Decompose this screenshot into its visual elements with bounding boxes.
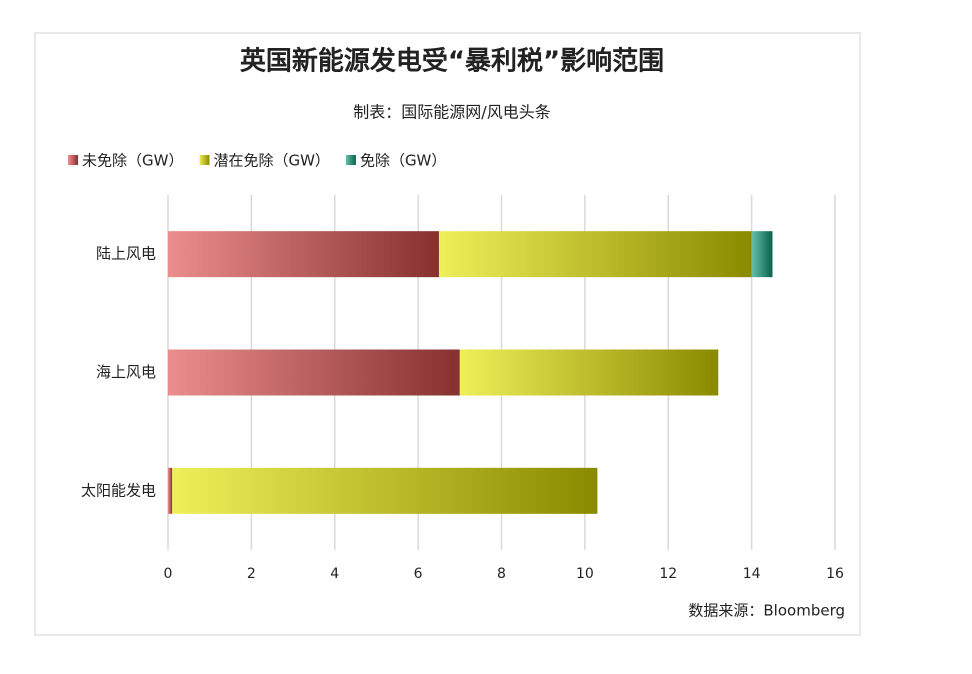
chart-title: 英国新能源发电受“暴利税”影响范围 <box>240 46 664 77</box>
x-tick-label: 6 <box>414 566 423 582</box>
legend-swatch <box>199 155 210 165</box>
legend-label: 未免除（GW） <box>82 152 183 170</box>
source-note: 数据来源：Bloomberg <box>688 602 845 620</box>
x-tick-label: 14 <box>743 566 761 582</box>
x-tick-label: 0 <box>164 566 173 582</box>
legend-swatch <box>68 155 78 165</box>
chart-subtitle: 制表：国际能源网/风电头条 <box>353 103 550 122</box>
legend: 未免除（GW） 潜在免除（GW） 免除（GW） <box>68 152 446 170</box>
x-tick-label: 2 <box>247 566 256 582</box>
bar-segment <box>172 467 598 514</box>
bar-segment <box>459 349 719 396</box>
legend-swatch <box>345 155 356 165</box>
legend-label: 免除（GW） <box>360 152 446 170</box>
legend-label: 潜在免除（GW） <box>213 152 329 170</box>
x-tick-label: 16 <box>826 566 844 582</box>
bar-segment <box>751 231 773 278</box>
bar-segment <box>168 349 460 396</box>
chart-frame <box>34 32 861 636</box>
bar-segment <box>168 231 439 278</box>
bar-segment <box>168 467 173 514</box>
y-tick-label: 海上风电 <box>96 363 156 381</box>
x-tick-label: 10 <box>576 566 594 582</box>
bar-segment <box>438 231 752 278</box>
x-tick-label: 4 <box>330 566 339 582</box>
x-tick-label: 12 <box>659 566 677 582</box>
y-tick-label: 太阳能发电 <box>81 481 156 499</box>
y-tick-label: 陆上风电 <box>96 245 156 263</box>
x-tick-label: 8 <box>497 566 506 582</box>
